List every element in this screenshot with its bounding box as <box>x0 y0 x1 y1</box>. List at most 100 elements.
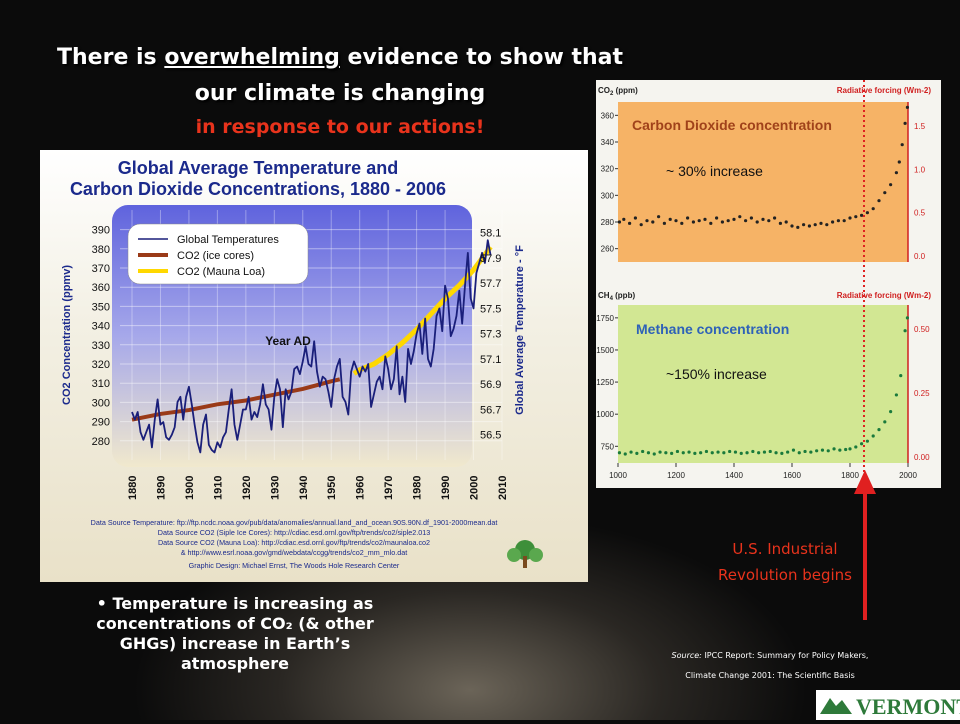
credit-line-2: Data Source CO2 (Siple Ice Cores): http:… <box>158 528 430 537</box>
co2-point <box>686 216 690 220</box>
co2-point <box>784 220 788 224</box>
ipcc-panels: 260 280 300 320 340 360 0.0 0.5 1.0 1.5 750 1000 125… <box>596 80 941 488</box>
ch4-y-tick-label: 1750 <box>596 314 614 323</box>
ch4-point <box>768 449 772 454</box>
ch4-axis-label: CH4 (ppb) <box>598 291 635 302</box>
x-tick-label: 2000 <box>469 476 481 500</box>
ch4-point <box>733 450 738 454</box>
co2-point <box>761 217 765 221</box>
co2-point <box>860 213 864 217</box>
x-tick-label: 1980 <box>412 476 424 500</box>
series-co2-ice-cores <box>131 377 341 422</box>
co2-y2-tick-label: 0.0 <box>914 252 926 261</box>
ch4-point <box>889 410 893 414</box>
ch4-point <box>815 449 819 453</box>
x-tick-label: 2010 <box>497 476 509 500</box>
co2-point <box>813 223 817 227</box>
y2-tick-label: 57.7 <box>480 278 501 290</box>
y2-tick-label: 56.7 <box>480 404 501 416</box>
co2-point <box>755 220 759 224</box>
slide-title: There is overwhelming evidence to show t… <box>0 40 680 112</box>
legend-item-temp: Global Temperatures <box>177 234 279 246</box>
y-tick-label: 350 <box>92 301 110 313</box>
y-tick-label: 390 <box>92 225 110 237</box>
x-axis-label: Year AD <box>265 334 311 348</box>
ch4-y-tick-label: 750 <box>601 442 615 451</box>
co2-point <box>897 160 901 164</box>
co2-point <box>877 199 881 203</box>
co2-point <box>662 221 666 225</box>
ch4-point <box>757 451 761 455</box>
chart-legend: Global Temperatures CO2 (ice cores) CO2 … <box>127 223 309 285</box>
slide-subtitle: in response to our actions! <box>195 116 485 138</box>
ipcc-x-tick-label: 1600 <box>783 471 801 480</box>
co2-point <box>883 191 887 195</box>
co2-point <box>732 217 736 221</box>
y2-tick-label: 56.5 <box>480 430 501 442</box>
co2-y2-tick-label: 1.5 <box>914 122 926 131</box>
co2-point <box>848 216 852 220</box>
co2-point <box>819 221 823 225</box>
y2-tick-label: 57.1 <box>480 354 501 366</box>
ch4-point <box>751 449 755 454</box>
legend-item-ice: CO2 (ice cores) <box>177 250 254 262</box>
co2-point <box>773 216 777 220</box>
ch4-point <box>883 420 887 424</box>
credit-line-5: Graphic Design: Michael Ernst, The Woods… <box>189 561 400 570</box>
ch4-point <box>664 451 668 455</box>
co2-point <box>905 105 910 109</box>
co2-point <box>749 216 753 220</box>
temperature-co2-chart: Global Average Temperature and Carbon Di… <box>40 150 588 582</box>
series-co2-mauna-loa <box>352 245 493 376</box>
bullet-text: • Temperature is increasing as concentra… <box>96 594 374 673</box>
co2-point <box>715 216 719 220</box>
legend-item-mauna: CO2 (Mauna Loa) <box>177 266 265 278</box>
x-tick-label: 1880 <box>127 476 139 500</box>
y2-tick-label: 57.3 <box>480 329 501 341</box>
co2-axis-label: CO2 (ppm) <box>598 86 638 97</box>
ch4-point <box>623 452 627 456</box>
y-tick-label: 380 <box>92 244 110 256</box>
co2-y-tick-label: 320 <box>601 165 615 174</box>
ipcc-x-tick-label: 1800 <box>841 471 859 480</box>
ch4-point <box>820 448 825 452</box>
co2-point <box>709 221 713 225</box>
ch4-y-tick-label: 1000 <box>596 410 614 419</box>
co2-point <box>865 211 869 215</box>
ch4-forcing-label: Radiative forcing (Wm-2) <box>837 291 932 300</box>
ch4-point <box>903 329 907 333</box>
source-citation: Source: IPCC Report: Summary for Policy … <box>671 651 869 680</box>
ch4-point <box>646 451 651 455</box>
ipcc-svg: 260 280 300 320 340 360 0.0 0.5 1.0 1.5 750 1000 125… <box>596 80 941 488</box>
vermont-logo: VERMONT <box>816 690 960 720</box>
co2-point <box>680 221 684 225</box>
credit-line-3: Data Source CO2 (Mauna Loa): http://cdia… <box>158 538 430 547</box>
co2-point <box>651 220 655 224</box>
co2-point <box>842 219 846 223</box>
industrial-revolution-label: U.S. Industrial Revolution begins <box>718 540 852 584</box>
co2-y2-tick-label: 1.0 <box>914 165 926 174</box>
co2-point <box>668 217 672 221</box>
y2-tick-label: 57.9 <box>480 253 501 265</box>
ch4-point <box>871 434 875 438</box>
ipcc-x-tick-label: 1200 <box>667 471 685 480</box>
ch4-y-tick-label: 1500 <box>596 346 614 355</box>
ch4-point <box>865 439 869 443</box>
co2-point <box>900 143 904 147</box>
svg-text:VERMONT: VERMONT <box>856 694 960 719</box>
x-tick-label: 1990 <box>440 476 452 500</box>
co2-point <box>628 221 632 225</box>
x-tick-label: 1960 <box>355 476 367 500</box>
co2-point <box>622 217 626 221</box>
co2-point <box>807 224 811 228</box>
x-tick-label: 1920 <box>241 476 253 500</box>
x-tick-label: 1890 <box>155 476 167 500</box>
co2-forcing-label: Radiative forcing (Wm-2) <box>837 86 932 95</box>
y2-axis-label: Global Average Temperature - °F <box>514 245 526 415</box>
temperature-co2-svg: Global Average Temperature and Carbon Di… <box>40 150 588 582</box>
y-tick-label: 360 <box>92 282 110 294</box>
co2-point <box>691 220 695 224</box>
co2-point <box>871 207 875 211</box>
credit-line-1: Data Source Temperature: ftp://ftp.ncdc.… <box>91 518 498 527</box>
ch4-panel-bg <box>618 305 908 463</box>
